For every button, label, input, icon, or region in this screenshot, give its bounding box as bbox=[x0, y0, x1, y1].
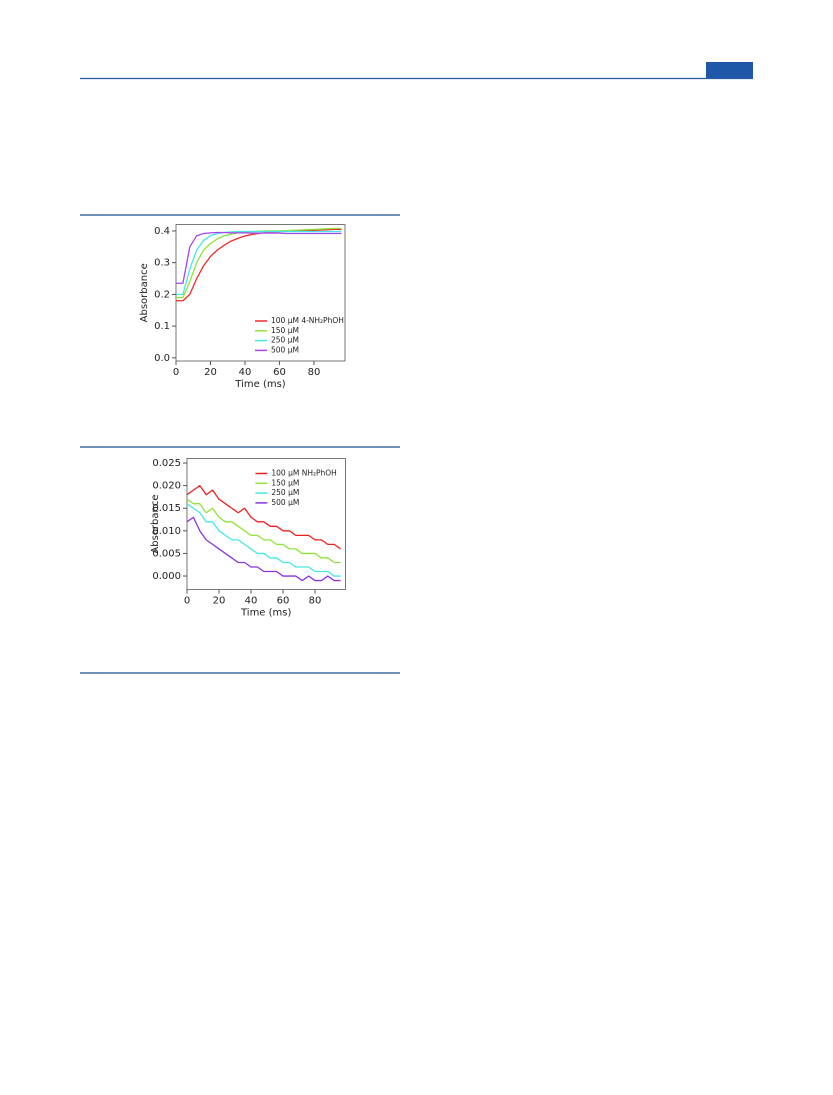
y-tick-label: 0.2 bbox=[154, 289, 170, 300]
series-line bbox=[186, 516, 341, 582]
series-line bbox=[186, 498, 341, 564]
legend-label: 150 μM bbox=[271, 478, 299, 487]
y-tick-label: 0.020 bbox=[152, 481, 181, 492]
y-tick-label: 0.3 bbox=[154, 258, 170, 269]
legend-label: 150 μM bbox=[271, 326, 299, 335]
y-tick-label: 0.010 bbox=[152, 526, 181, 537]
y-tick-label: 0.0 bbox=[154, 353, 170, 364]
x-axis-label: Time (ms) bbox=[234, 379, 286, 390]
x-tick-label: 20 bbox=[204, 367, 217, 378]
series-line bbox=[176, 230, 342, 296]
x-tick-label: 20 bbox=[213, 596, 226, 607]
x-tick-label: 0 bbox=[184, 596, 190, 607]
legend-label: 100 μM NH₂PhOH bbox=[271, 469, 336, 478]
y-tick-label: 0.005 bbox=[152, 548, 181, 559]
legend-label: 100 μM 4-NH₂PhOH bbox=[271, 316, 344, 325]
series-line bbox=[176, 227, 342, 299]
x-tick-label: 60 bbox=[273, 367, 286, 378]
x-tick-label: 60 bbox=[277, 596, 290, 607]
series-line bbox=[176, 231, 342, 284]
y-tick-label: 0.1 bbox=[154, 321, 170, 332]
series-line bbox=[176, 228, 342, 302]
y-tick-label: 0.4 bbox=[154, 226, 170, 237]
x-tick-label: 80 bbox=[309, 596, 322, 607]
legend-label: 500 μM bbox=[271, 498, 299, 507]
y-axis-label: Absorbance bbox=[150, 495, 161, 554]
series-line bbox=[186, 484, 341, 550]
y-tick-label: 0.015 bbox=[152, 503, 181, 514]
header-tab bbox=[706, 62, 753, 78]
legend-label: 250 μM bbox=[271, 336, 299, 345]
y-axis-label: Absorbance bbox=[139, 263, 150, 322]
x-tick-label: 80 bbox=[308, 367, 321, 378]
plot-frame bbox=[175, 224, 346, 362]
x-tick-label: 0 bbox=[173, 367, 179, 378]
legend-label: 250 μM bbox=[271, 488, 299, 497]
legend-label: 500 μM bbox=[271, 345, 299, 354]
x-axis-label: Time (ms) bbox=[240, 608, 292, 619]
series-line bbox=[186, 503, 341, 577]
plot-frame bbox=[186, 458, 346, 591]
y-tick-label: 0.025 bbox=[152, 458, 181, 469]
x-tick-label: 40 bbox=[245, 596, 258, 607]
y-tick-label: 0.000 bbox=[152, 571, 181, 582]
x-tick-label: 40 bbox=[239, 367, 252, 378]
